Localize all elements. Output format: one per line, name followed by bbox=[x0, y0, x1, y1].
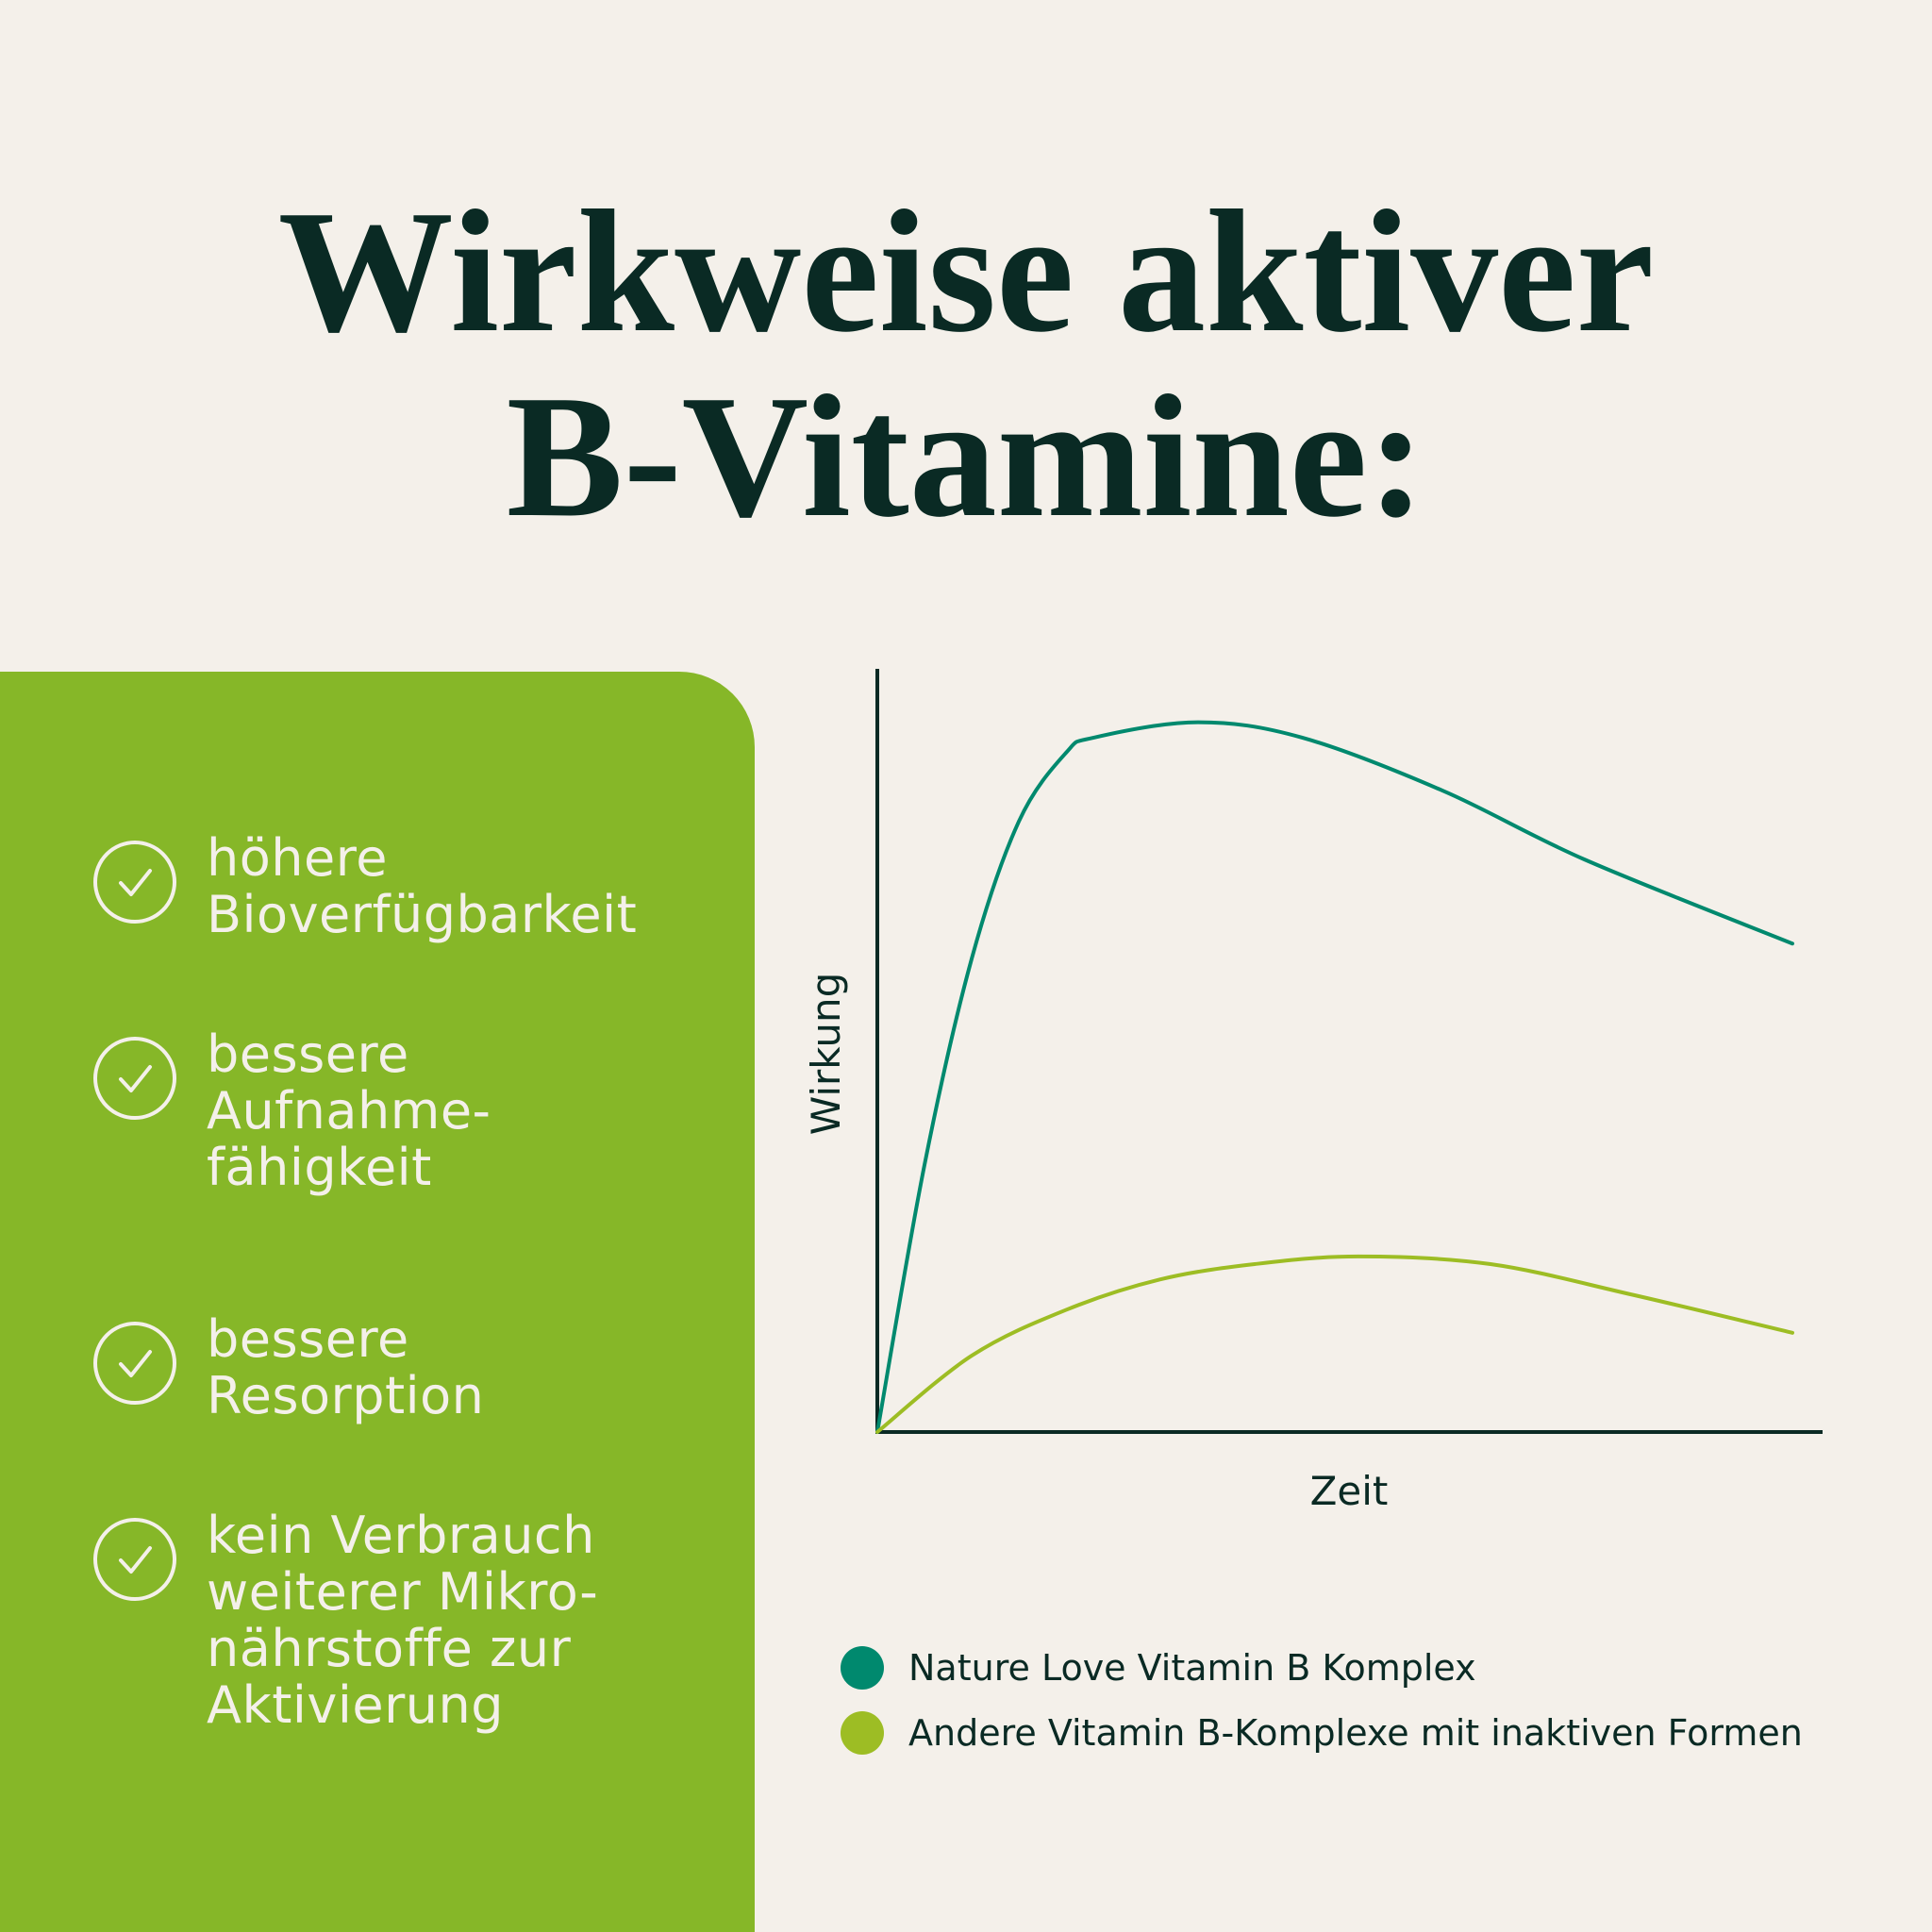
benefit-text: höhere Bioverfügbarkeit bbox=[207, 830, 637, 943]
check-circle-icon bbox=[93, 841, 176, 924]
benefit-item: bessere Aufnahme-fähigkeit bbox=[92, 1026, 491, 1196]
y-axis-label: Wirkung bbox=[803, 973, 849, 1135]
benefit-text: kein Verbrauch weiterer Mikro-nährstoffe … bbox=[207, 1507, 598, 1734]
benefit-line: höhere bbox=[207, 828, 388, 888]
legend-dot-teal bbox=[841, 1645, 884, 1690]
check-circle-icon bbox=[93, 1518, 176, 1601]
x-axis-label: Zeit bbox=[1310, 1468, 1389, 1514]
check-circle-icon bbox=[93, 1322, 176, 1405]
benefit-line: Resorption bbox=[207, 1366, 485, 1425]
benefit-line: Aktivierung bbox=[207, 1675, 504, 1735]
legend-item-other: Andere Vitamin B-Komplexe mit inaktiven … bbox=[841, 1700, 1803, 1765]
series-line-2 bbox=[875, 1254, 1794, 1434]
chart-legend: Nature Love Vitamin B Komplex Andere Vit… bbox=[841, 1635, 1803, 1765]
legend-dot-lime bbox=[841, 1710, 884, 1755]
benefit-line: Bioverfügbarkeit bbox=[207, 885, 638, 944]
title-line-1: Wirkweise aktiver bbox=[277, 175, 1655, 369]
benefits-panel bbox=[0, 672, 755, 1932]
benefit-text: bessere Aufnahme-fähigkeit bbox=[207, 1026, 491, 1196]
benefit-line: bessere bbox=[207, 1024, 409, 1084]
benefit-line: bessere bbox=[207, 1309, 409, 1369]
benefit-item: kein Verbrauch weiterer Mikro-nährstoffe … bbox=[92, 1507, 598, 1734]
benefit-line: kein Verbrauch bbox=[207, 1506, 595, 1565]
benefit-line: Aufnahme- bbox=[207, 1081, 491, 1141]
legend-item-nature-love: Nature Love Vitamin B Komplex bbox=[841, 1635, 1803, 1700]
benefit-item: höhere Bioverfügbarkeit bbox=[92, 830, 637, 943]
benefit-text: bessere Resorption bbox=[207, 1311, 484, 1424]
benefit-item: bessere Resorption bbox=[92, 1311, 484, 1424]
check-circle-icon bbox=[93, 1037, 176, 1120]
legend-label: Andere Vitamin B-Komplexe mit inaktiven … bbox=[908, 1711, 1803, 1754]
benefit-line: fähigkeit bbox=[207, 1138, 432, 1197]
benefit-line: weiterer Mikro- bbox=[207, 1562, 599, 1622]
benefit-line: nährstoffe zur bbox=[207, 1619, 572, 1678]
series-line-1 bbox=[875, 720, 1794, 1434]
legend-label: Nature Love Vitamin B Komplex bbox=[908, 1646, 1476, 1689]
title-line-2: B-Vitamine: bbox=[506, 359, 1426, 554]
page-title: Wirkweise aktiver B-Vitamine: bbox=[0, 179, 1932, 549]
